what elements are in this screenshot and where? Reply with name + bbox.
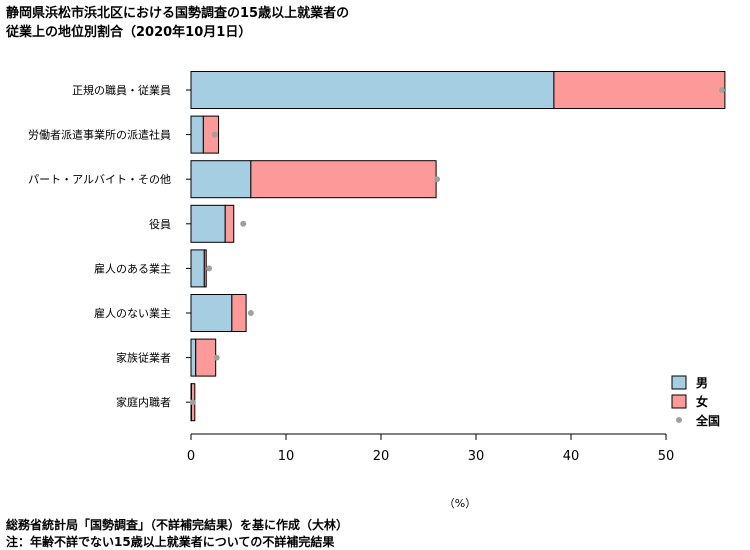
bar-female	[553, 71, 726, 109]
category-label: 労働者派遣事業所の派遣社員	[28, 128, 171, 142]
chart-title-line2: 従業上の地位別割合（2020年10月1日）	[6, 25, 252, 40]
bar-male	[190, 204, 226, 243]
bar-female	[250, 160, 437, 199]
bar-female	[202, 115, 220, 154]
chart-title: 静岡県浜松市浜北区における国勢調査の15歳以上就業者の 従業上の地位別割合（20…	[6, 4, 349, 42]
x-tick-label: 50	[658, 449, 675, 464]
legend-swatch-male	[671, 375, 687, 390]
footnote: 注：年齢不詳でない15歳以上就業者についての不詳補完結果	[6, 535, 335, 549]
legend-swatch-female	[671, 394, 687, 409]
category-label: 家族従業者	[116, 351, 171, 365]
point-national	[189, 399, 196, 406]
point-national	[719, 87, 726, 93]
bar-male	[190, 160, 252, 199]
x-tick-label: 0	[187, 449, 195, 464]
bar-male	[190, 71, 555, 109]
point-national	[206, 265, 213, 272]
category-label: 正規の職員・従業員	[72, 83, 171, 97]
source-note: 総務省統計局「国勢調査」（不詳補完結果）を基に作成（大林）	[6, 518, 349, 532]
bar-male	[190, 249, 205, 288]
category-label: 家庭内職者	[116, 395, 171, 409]
x-tick-label: 10	[278, 449, 295, 464]
bar-male	[190, 115, 204, 154]
bar-female	[195, 338, 217, 377]
bar-male	[190, 294, 233, 332]
legend-label: 男	[696, 376, 708, 390]
x-tick-label: 30	[468, 449, 485, 464]
chart-title-line1: 静岡県浜松市浜北区における国勢調査の15歳以上就業者の	[6, 6, 350, 21]
bar-female	[231, 294, 247, 332]
point-national	[213, 354, 220, 361]
x-tick-label: 40	[563, 449, 580, 464]
legend-label: 全国	[695, 413, 720, 428]
bar-female	[224, 204, 235, 243]
point-national	[247, 310, 254, 316]
bar-male	[190, 338, 197, 377]
category-label: パート・アルバイト・その他	[28, 173, 171, 186]
category-label: 雇人のある業主	[94, 261, 171, 275]
category-label: 雇人のない業主	[94, 306, 171, 320]
x-tick-label: 20	[373, 449, 390, 464]
bar-female	[203, 249, 207, 288]
point-national	[211, 131, 218, 138]
point-national	[434, 176, 441, 183]
x-axis-label: （%）	[444, 497, 476, 510]
category-label: 役員	[149, 217, 171, 231]
legend-label: 女	[696, 394, 708, 409]
point-national	[240, 220, 247, 227]
legend-swatch-national	[676, 417, 682, 423]
